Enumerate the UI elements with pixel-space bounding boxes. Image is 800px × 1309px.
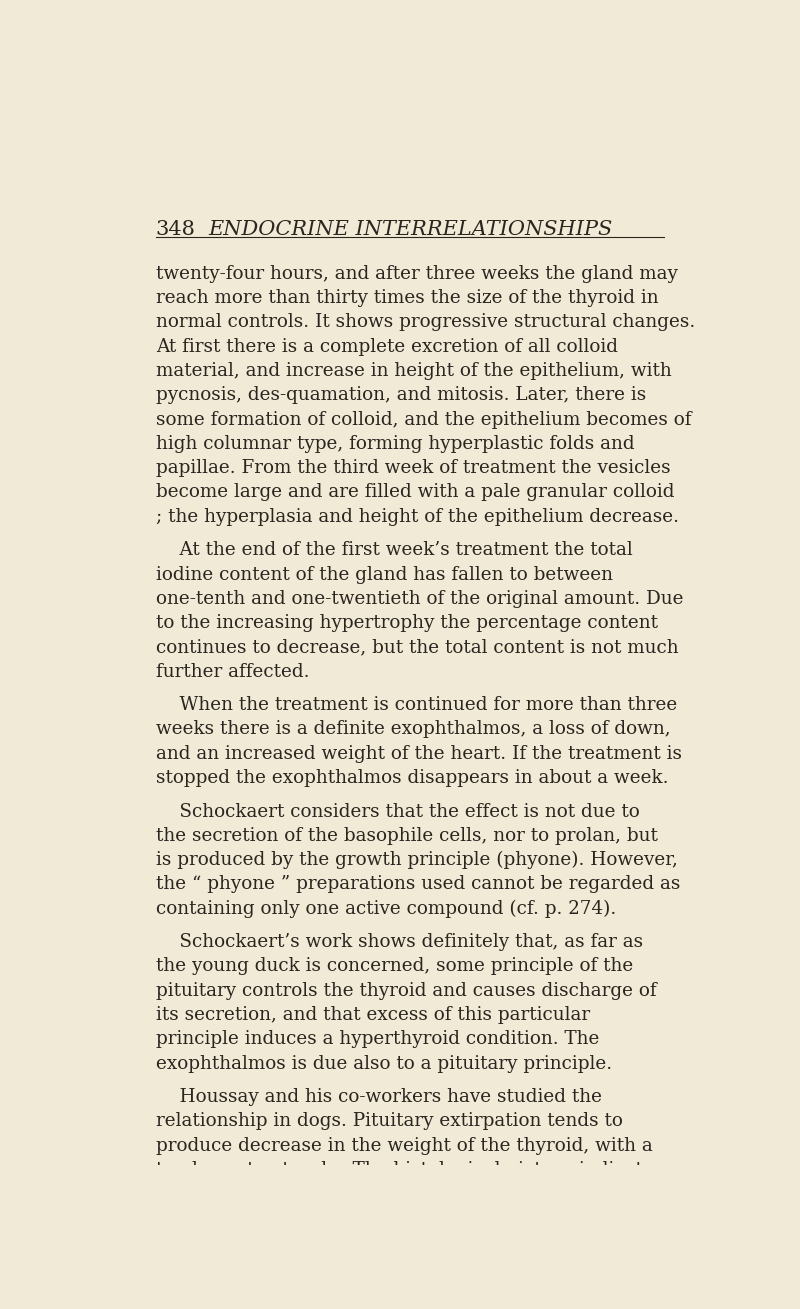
- Text: become large and are filled with a pale granular colloid: become large and are filled with a pale …: [156, 483, 674, 501]
- Text: high columnar type, forming hyperplastic folds and: high columnar type, forming hyperplastic…: [156, 435, 634, 453]
- Text: ; the hyperplasia and height of the epithelium decrease.: ; the hyperplasia and height of the epit…: [156, 508, 678, 526]
- Text: the secretion of the basophile cells, nor to prolan, but: the secretion of the basophile cells, no…: [156, 827, 658, 844]
- Text: the young duck is concerned, some principle of the: the young duck is concerned, some princi…: [156, 957, 633, 975]
- Text: material, and increase in height of the epithelium, with: material, and increase in height of the …: [156, 363, 671, 380]
- Text: At the end of the first week’s treatment the total: At the end of the first week’s treatment…: [156, 541, 633, 559]
- Text: ENDOCRINE INTERRELATIONSHIPS: ENDOCRINE INTERRELATIONSHIPS: [208, 220, 612, 238]
- Text: produce decrease in the weight of the thyroid, with a: produce decrease in the weight of the th…: [156, 1136, 653, 1155]
- Text: pituitary controls the thyroid and causes discharge of: pituitary controls the thyroid and cause…: [156, 982, 657, 1000]
- Text: iodine content of the gland has fallen to between: iodine content of the gland has fallen t…: [156, 565, 613, 584]
- Text: containing only one active compound (cf. p. 274).: containing only one active compound (cf.…: [156, 899, 616, 918]
- Text: Schockaert’s work shows definitely that, as far as: Schockaert’s work shows definitely that,…: [156, 933, 643, 952]
- Text: pycnosis, des-quamation, and mitosis. Later, there is: pycnosis, des-quamation, and mitosis. La…: [156, 386, 646, 404]
- Text: stopped the exophthalmos disappears in about a week.: stopped the exophthalmos disappears in a…: [156, 768, 668, 787]
- Text: weeks there is a definite exophthalmos, a loss of down,: weeks there is a definite exophthalmos, …: [156, 720, 670, 738]
- Text: reach more than thirty times the size of the thyroid in: reach more than thirty times the size of…: [156, 289, 658, 308]
- Text: Houssay and his co-workers have studied the: Houssay and his co-workers have studied …: [156, 1088, 602, 1106]
- Text: 348: 348: [156, 220, 196, 238]
- Text: is produced by the growth principle (phyone). However,: is produced by the growth principle (phy…: [156, 851, 678, 869]
- Text: and an increased weight of the heart. If the treatment is: and an increased weight of the heart. If…: [156, 745, 682, 763]
- Text: tendency to atrophy. The histological picture indicates: tendency to atrophy. The histological pi…: [156, 1161, 663, 1179]
- Text: normal controls. It shows progressive structural changes.: normal controls. It shows progressive st…: [156, 313, 695, 331]
- Text: its secretion, and that excess of this particular: its secretion, and that excess of this p…: [156, 1007, 590, 1024]
- Text: further affected.: further affected.: [156, 662, 310, 681]
- Text: papillae. From the third week of treatment the vesicles: papillae. From the third week of treatme…: [156, 459, 670, 478]
- Text: continues to decrease, but the total content is not much: continues to decrease, but the total con…: [156, 639, 678, 656]
- Text: exophthalmos is due also to a pituitary principle.: exophthalmos is due also to a pituitary …: [156, 1055, 612, 1072]
- Text: to the increasing hypertrophy the percentage content: to the increasing hypertrophy the percen…: [156, 614, 658, 632]
- Text: one-tenth and one-twentieth of the original amount. Due: one-tenth and one-twentieth of the origi…: [156, 590, 683, 607]
- Text: some formation of colloid, and the epithelium becomes of: some formation of colloid, and the epith…: [156, 411, 691, 428]
- Text: twenty-four hours, and after three weeks the gland may: twenty-four hours, and after three weeks…: [156, 264, 678, 283]
- Text: At first there is a complete excretion of all colloid: At first there is a complete excretion o…: [156, 338, 618, 356]
- Text: principle induces a hyperthyroid condition. The: principle induces a hyperthyroid conditi…: [156, 1030, 599, 1049]
- Text: the “ phyone ” preparations used cannot be regarded as: the “ phyone ” preparations used cannot …: [156, 876, 680, 893]
- Text: Schockaert considers that the effect is not due to: Schockaert considers that the effect is …: [156, 802, 639, 821]
- Text: relationship in dogs. Pituitary extirpation tends to: relationship in dogs. Pituitary extirpat…: [156, 1113, 622, 1131]
- Text: hypoactivity. The iodine: hypoactivity. The iodine: [156, 1185, 377, 1203]
- Text: When the treatment is continued for more than three: When the treatment is continued for more…: [156, 696, 677, 715]
